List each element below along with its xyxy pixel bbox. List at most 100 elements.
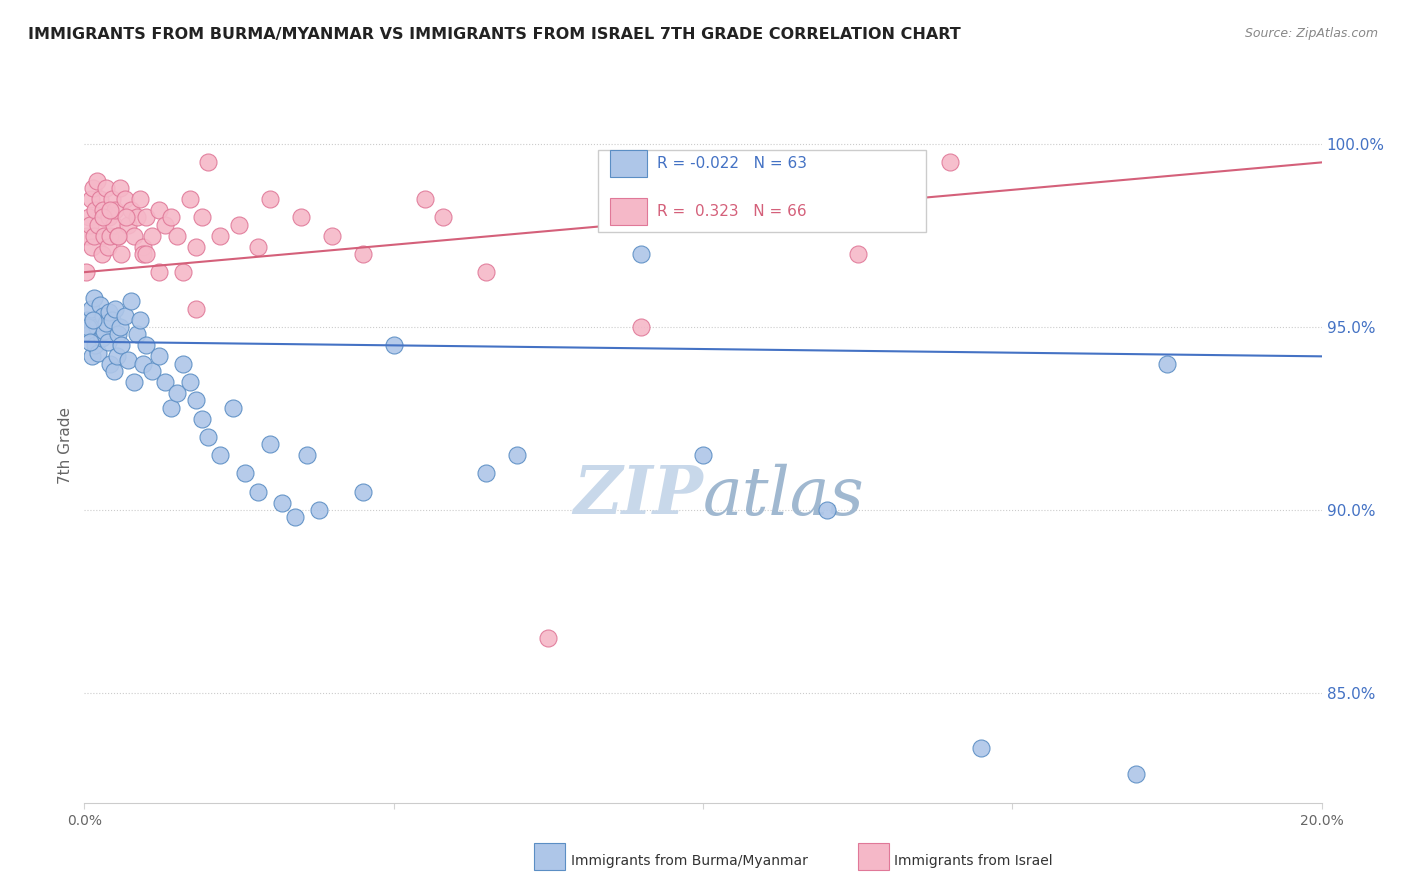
Point (87, 218, 110, 232)
Point (89, 298, 111, 312)
Point (630, 247, 652, 261)
Point (537, 631, 560, 645)
Point (101, 192, 124, 206)
Text: Immigrants from Burma/Myanmar: Immigrants from Burma/Myanmar (571, 854, 807, 868)
Y-axis label: 7th Grade: 7th Grade (58, 408, 73, 484)
Point (98, 228, 121, 243)
Point (114, 192, 136, 206)
Point (148, 202, 170, 217)
Point (939, 155, 962, 169)
Point (191, 411, 214, 425)
Text: 0.0%: 0.0% (67, 814, 101, 828)
Point (122, 375, 145, 389)
Point (290, 211, 312, 225)
Point (166, 386, 188, 401)
Point (79, 334, 101, 349)
Point (352, 247, 374, 261)
Point (160, 211, 183, 225)
Point (110, 247, 132, 261)
Point (84, 338, 107, 352)
Point (308, 503, 330, 517)
Point (179, 192, 201, 206)
Point (86, 320, 108, 334)
Text: IMMIGRANTS FROM BURMA/MYANMAR VS IMMIGRANTS FROM ISRAEL 7TH GRADE CORRELATION CH: IMMIGRANTS FROM BURMA/MYANMAR VS IMMIGRA… (28, 27, 960, 42)
Point (295, 448, 318, 462)
Text: ZIP: ZIP (574, 464, 703, 528)
Point (110, 338, 132, 352)
Point (79, 192, 101, 206)
Point (692, 155, 714, 169)
Point (97, 239, 120, 253)
Point (87, 345, 110, 359)
Point (413, 192, 436, 206)
Point (103, 364, 125, 378)
Point (80, 239, 103, 253)
Point (1156, 357, 1178, 371)
Point (132, 247, 155, 261)
Point (93, 324, 115, 338)
Point (506, 448, 529, 462)
Point (98, 211, 121, 225)
Point (135, 247, 157, 261)
Point (132, 357, 155, 371)
Point (91, 211, 114, 225)
Point (104, 301, 127, 316)
Text: 20.0%: 20.0% (1299, 814, 1344, 828)
Point (91, 309, 114, 323)
Point (209, 448, 232, 462)
Point (271, 496, 294, 510)
Bar (598, 150, 925, 232)
Point (98, 357, 121, 371)
Point (90, 331, 112, 345)
Point (197, 430, 219, 444)
Text: R = -0.022   N = 63: R = -0.022 N = 63 (657, 156, 807, 171)
Point (120, 202, 142, 217)
Point (89, 192, 111, 206)
Point (83, 291, 105, 305)
Point (77, 211, 100, 225)
Point (82, 181, 104, 195)
Point (115, 211, 138, 225)
Point (246, 239, 269, 253)
Point (259, 437, 281, 451)
Point (233, 467, 256, 481)
Point (815, 503, 838, 517)
Point (352, 484, 374, 499)
Point (129, 312, 152, 326)
Point (321, 228, 343, 243)
Point (432, 211, 454, 225)
Point (98, 305, 121, 319)
Point (91, 202, 114, 217)
Point (153, 218, 176, 232)
Point (172, 265, 194, 279)
Point (475, 265, 498, 279)
Point (80, 349, 103, 363)
Point (104, 202, 127, 217)
Text: Source: ZipAtlas.com: Source: ZipAtlas.com (1244, 27, 1378, 40)
Point (110, 320, 132, 334)
Point (382, 338, 405, 352)
Point (103, 218, 125, 232)
Point (120, 294, 142, 309)
Point (259, 192, 281, 206)
Point (105, 349, 128, 363)
Text: Immigrants from Israel: Immigrants from Israel (894, 854, 1053, 868)
Point (630, 320, 652, 334)
Point (228, 218, 250, 232)
Point (284, 510, 307, 524)
Point (107, 327, 129, 342)
Point (117, 218, 139, 232)
Point (125, 211, 148, 225)
Point (101, 312, 124, 326)
Point (846, 247, 869, 261)
Point (114, 309, 136, 323)
Point (76, 312, 98, 326)
Point (117, 353, 139, 368)
Point (98, 202, 121, 217)
Point (166, 228, 188, 243)
Text: R =  0.323   N = 66: R = 0.323 N = 66 (657, 203, 807, 219)
Point (148, 349, 170, 363)
Text: atlas: atlas (703, 463, 865, 529)
Point (970, 740, 993, 755)
Point (94, 181, 117, 195)
